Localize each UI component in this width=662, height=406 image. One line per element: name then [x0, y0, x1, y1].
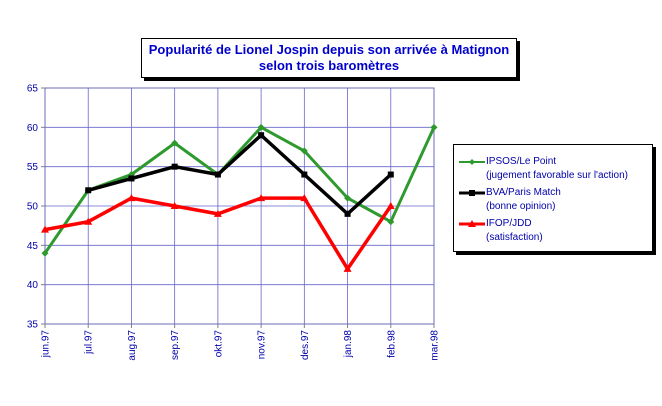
y-tick-label: 65 [27, 84, 39, 95]
chart-title: Popularité de Lionel Jospin depuis son a… [148, 42, 510, 57]
legend: IPSOS/Le Point (jugement favorable sur l… [453, 144, 653, 252]
x-tick-label: jan.98 [343, 330, 354, 359]
data-point [171, 139, 179, 147]
data-point [300, 194, 309, 202]
data-point [387, 218, 395, 226]
chart-title-box: Popularité de Lionel Jospin depuis son a… [141, 38, 517, 78]
y-tick-label: 50 [27, 202, 39, 213]
data-point [85, 187, 92, 194]
data-point [258, 132, 265, 139]
series-line [43, 125, 436, 255]
y-tick-label: 40 [27, 280, 39, 291]
x-tick-label: okt.97 [213, 330, 224, 358]
data-point [343, 264, 352, 272]
data-point [84, 217, 93, 225]
data-point [213, 209, 222, 217]
data-point [430, 123, 438, 131]
data-point [41, 225, 49, 233]
data-point [387, 171, 394, 178]
legend-item-ifop: IFOP/JDD (satisfaction) [458, 217, 652, 245]
data-point [386, 202, 395, 209]
x-tick-label: des.97 [300, 330, 311, 360]
legend-label-bva: BVA/Paris Match [486, 187, 561, 198]
data-point [257, 123, 265, 131]
x-tick-label: sep.97 [170, 330, 181, 360]
data-point [214, 171, 221, 178]
data-point [344, 194, 352, 202]
data-point [127, 194, 136, 202]
x-tick-label: nov.97 [257, 330, 268, 360]
legend-detail-ipsos: (jugement favorable sur l'action) [486, 170, 628, 181]
legend-detail-bva: (bonne opinion) [486, 201, 556, 212]
x-tick-label: aug.97 [127, 330, 138, 361]
data-point [128, 175, 135, 182]
data-point [41, 249, 49, 257]
legend-swatch-ifop [459, 220, 485, 227]
data-point [344, 210, 351, 217]
y-tick-label: 60 [27, 123, 39, 134]
legend-detail-ifop: (satisfaction) [486, 232, 543, 243]
x-tick-label: jul.97 [84, 330, 95, 355]
series-2 [41, 194, 395, 273]
series-line [87, 132, 392, 217]
x-tick-label: mar.98 [430, 330, 441, 361]
legend-swatch-ipsos [459, 159, 485, 165]
legend-item-ipsos: IPSOS/Le Point (jugement favorable sur l… [458, 155, 652, 183]
data-point [170, 202, 179, 209]
grid [44, 87, 435, 325]
data-point [257, 194, 266, 202]
x-tick-label: feb.98 [386, 330, 397, 358]
x-axis: jun.97 jul.97 aug.97 sep.97 okt.97 nov.97 des.… [41, 324, 441, 361]
legend-label-ifop: IFOP/JDD [486, 218, 532, 229]
data-point [301, 171, 308, 178]
y-tick-label: 45 [27, 241, 39, 252]
y-tick-label: 35 [27, 320, 39, 331]
legend-item-bva: BVA/Paris Match (bonne opinion) [458, 186, 652, 214]
y-tick-label: 55 [27, 162, 39, 173]
series [41, 123, 438, 273]
chart-subtitle: selon trois baromètres [258, 58, 400, 73]
data-point [300, 147, 308, 155]
y-axis: 35 40 45 50 55 60 65 [27, 84, 45, 331]
legend-label-ipsos: IPSOS/Le Point [486, 156, 557, 167]
legend-swatch-bva [459, 190, 485, 196]
data-point [171, 163, 178, 170]
series-1 [85, 132, 394, 217]
x-tick-label: jun.97 [41, 330, 52, 359]
